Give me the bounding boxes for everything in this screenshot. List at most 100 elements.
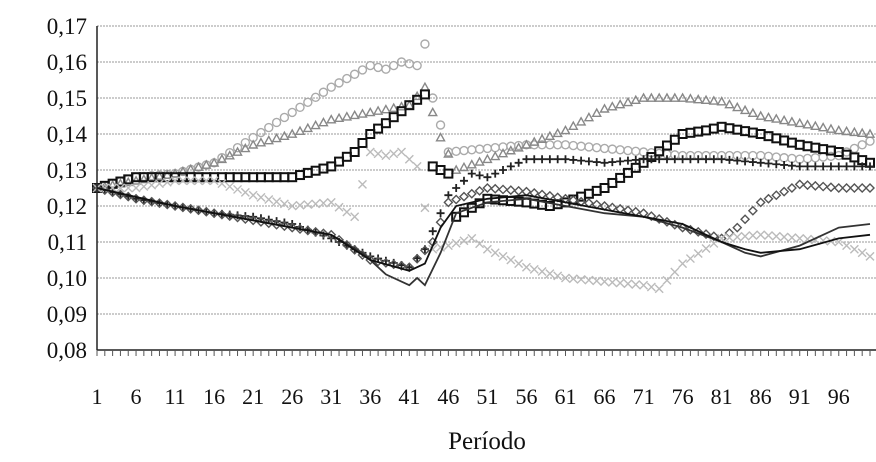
data-point — [787, 161, 796, 170]
data-point — [482, 183, 493, 193]
data-point — [389, 60, 399, 71]
data-point — [763, 151, 774, 162]
data-point — [497, 147, 509, 158]
data-point — [303, 97, 313, 108]
data-point — [529, 136, 540, 146]
data-point — [615, 278, 625, 288]
data-point — [427, 161, 438, 172]
data-point — [326, 197, 336, 207]
data-point — [732, 222, 743, 233]
data-point — [592, 142, 602, 153]
data-point — [677, 92, 688, 102]
data-point — [779, 153, 789, 163]
data-point — [263, 135, 274, 145]
x-tick-label: 1 — [92, 384, 103, 409]
data-point — [357, 108, 368, 118]
data-point — [349, 147, 360, 157]
data-point — [373, 256, 384, 267]
x-tick-label: 11 — [164, 384, 185, 409]
data-point — [294, 125, 306, 136]
data-point — [326, 82, 336, 92]
data-point — [817, 122, 829, 132]
data-point — [365, 129, 376, 139]
axes — [96, 26, 876, 356]
data-point — [724, 233, 734, 243]
x-tick-label: 81 — [711, 384, 733, 409]
data-point — [224, 150, 235, 160]
data-point — [591, 185, 602, 196]
data-point — [490, 150, 501, 161]
data-point — [755, 150, 766, 161]
y-tick-label: 0,13 — [47, 158, 87, 183]
data-point — [716, 121, 727, 132]
data-point — [521, 139, 532, 149]
data-point — [248, 190, 258, 200]
data-point — [795, 233, 805, 243]
data-point — [615, 145, 625, 155]
data-point — [655, 155, 664, 164]
data-point — [177, 165, 189, 176]
data-point — [452, 184, 461, 192]
data-point — [333, 112, 345, 123]
data-point — [264, 195, 274, 205]
data-point — [631, 279, 641, 289]
data-point — [247, 139, 259, 149]
data-point — [474, 156, 485, 166]
data-point — [631, 146, 641, 156]
y-tick-label: 0,12 — [47, 194, 87, 219]
data-point — [819, 162, 828, 171]
data-point — [451, 194, 462, 205]
data-point — [841, 183, 852, 193]
data-point — [420, 39, 430, 49]
data-point — [311, 199, 321, 209]
data-point — [459, 145, 469, 156]
data-point — [295, 200, 305, 210]
data-point — [412, 60, 422, 71]
data-point — [864, 128, 876, 138]
data-point — [451, 146, 461, 156]
data-point — [483, 173, 492, 182]
data-point — [662, 275, 672, 285]
data-point — [466, 159, 477, 169]
data-point — [568, 140, 578, 151]
data-point — [795, 154, 805, 164]
data-point — [287, 201, 297, 211]
data-point — [326, 114, 337, 124]
data-point — [318, 87, 329, 97]
data-point — [341, 111, 353, 121]
data-point — [186, 176, 196, 186]
data-point — [537, 267, 547, 277]
data-point — [310, 92, 321, 102]
data-point — [646, 92, 657, 102]
data-point — [279, 199, 289, 209]
data-point — [778, 114, 790, 125]
data-point — [756, 158, 765, 167]
data-point — [575, 116, 587, 126]
data-point — [802, 141, 813, 152]
data-point — [592, 276, 602, 286]
data-point — [240, 172, 251, 183]
data-point — [686, 155, 695, 164]
data-point — [849, 152, 860, 163]
data-point — [716, 96, 727, 106]
data-point — [600, 158, 609, 167]
x-tick-label: 6 — [131, 384, 142, 409]
series-7 — [96, 187, 871, 287]
data-point — [545, 140, 555, 150]
data-point — [279, 112, 290, 123]
data-point — [459, 176, 468, 185]
data-point — [607, 144, 618, 154]
data-point — [670, 267, 680, 277]
data-point — [584, 157, 593, 166]
data-point — [342, 73, 352, 84]
data-point — [295, 102, 305, 113]
data-point — [545, 155, 554, 164]
data-point — [240, 142, 251, 153]
data-point — [786, 137, 797, 148]
data-point — [131, 183, 141, 193]
data-point — [654, 284, 664, 294]
data-point — [818, 152, 828, 162]
y-tick-label: 0,11 — [48, 230, 87, 255]
data-point — [810, 180, 821, 191]
x-tick-label: 41 — [398, 384, 420, 409]
